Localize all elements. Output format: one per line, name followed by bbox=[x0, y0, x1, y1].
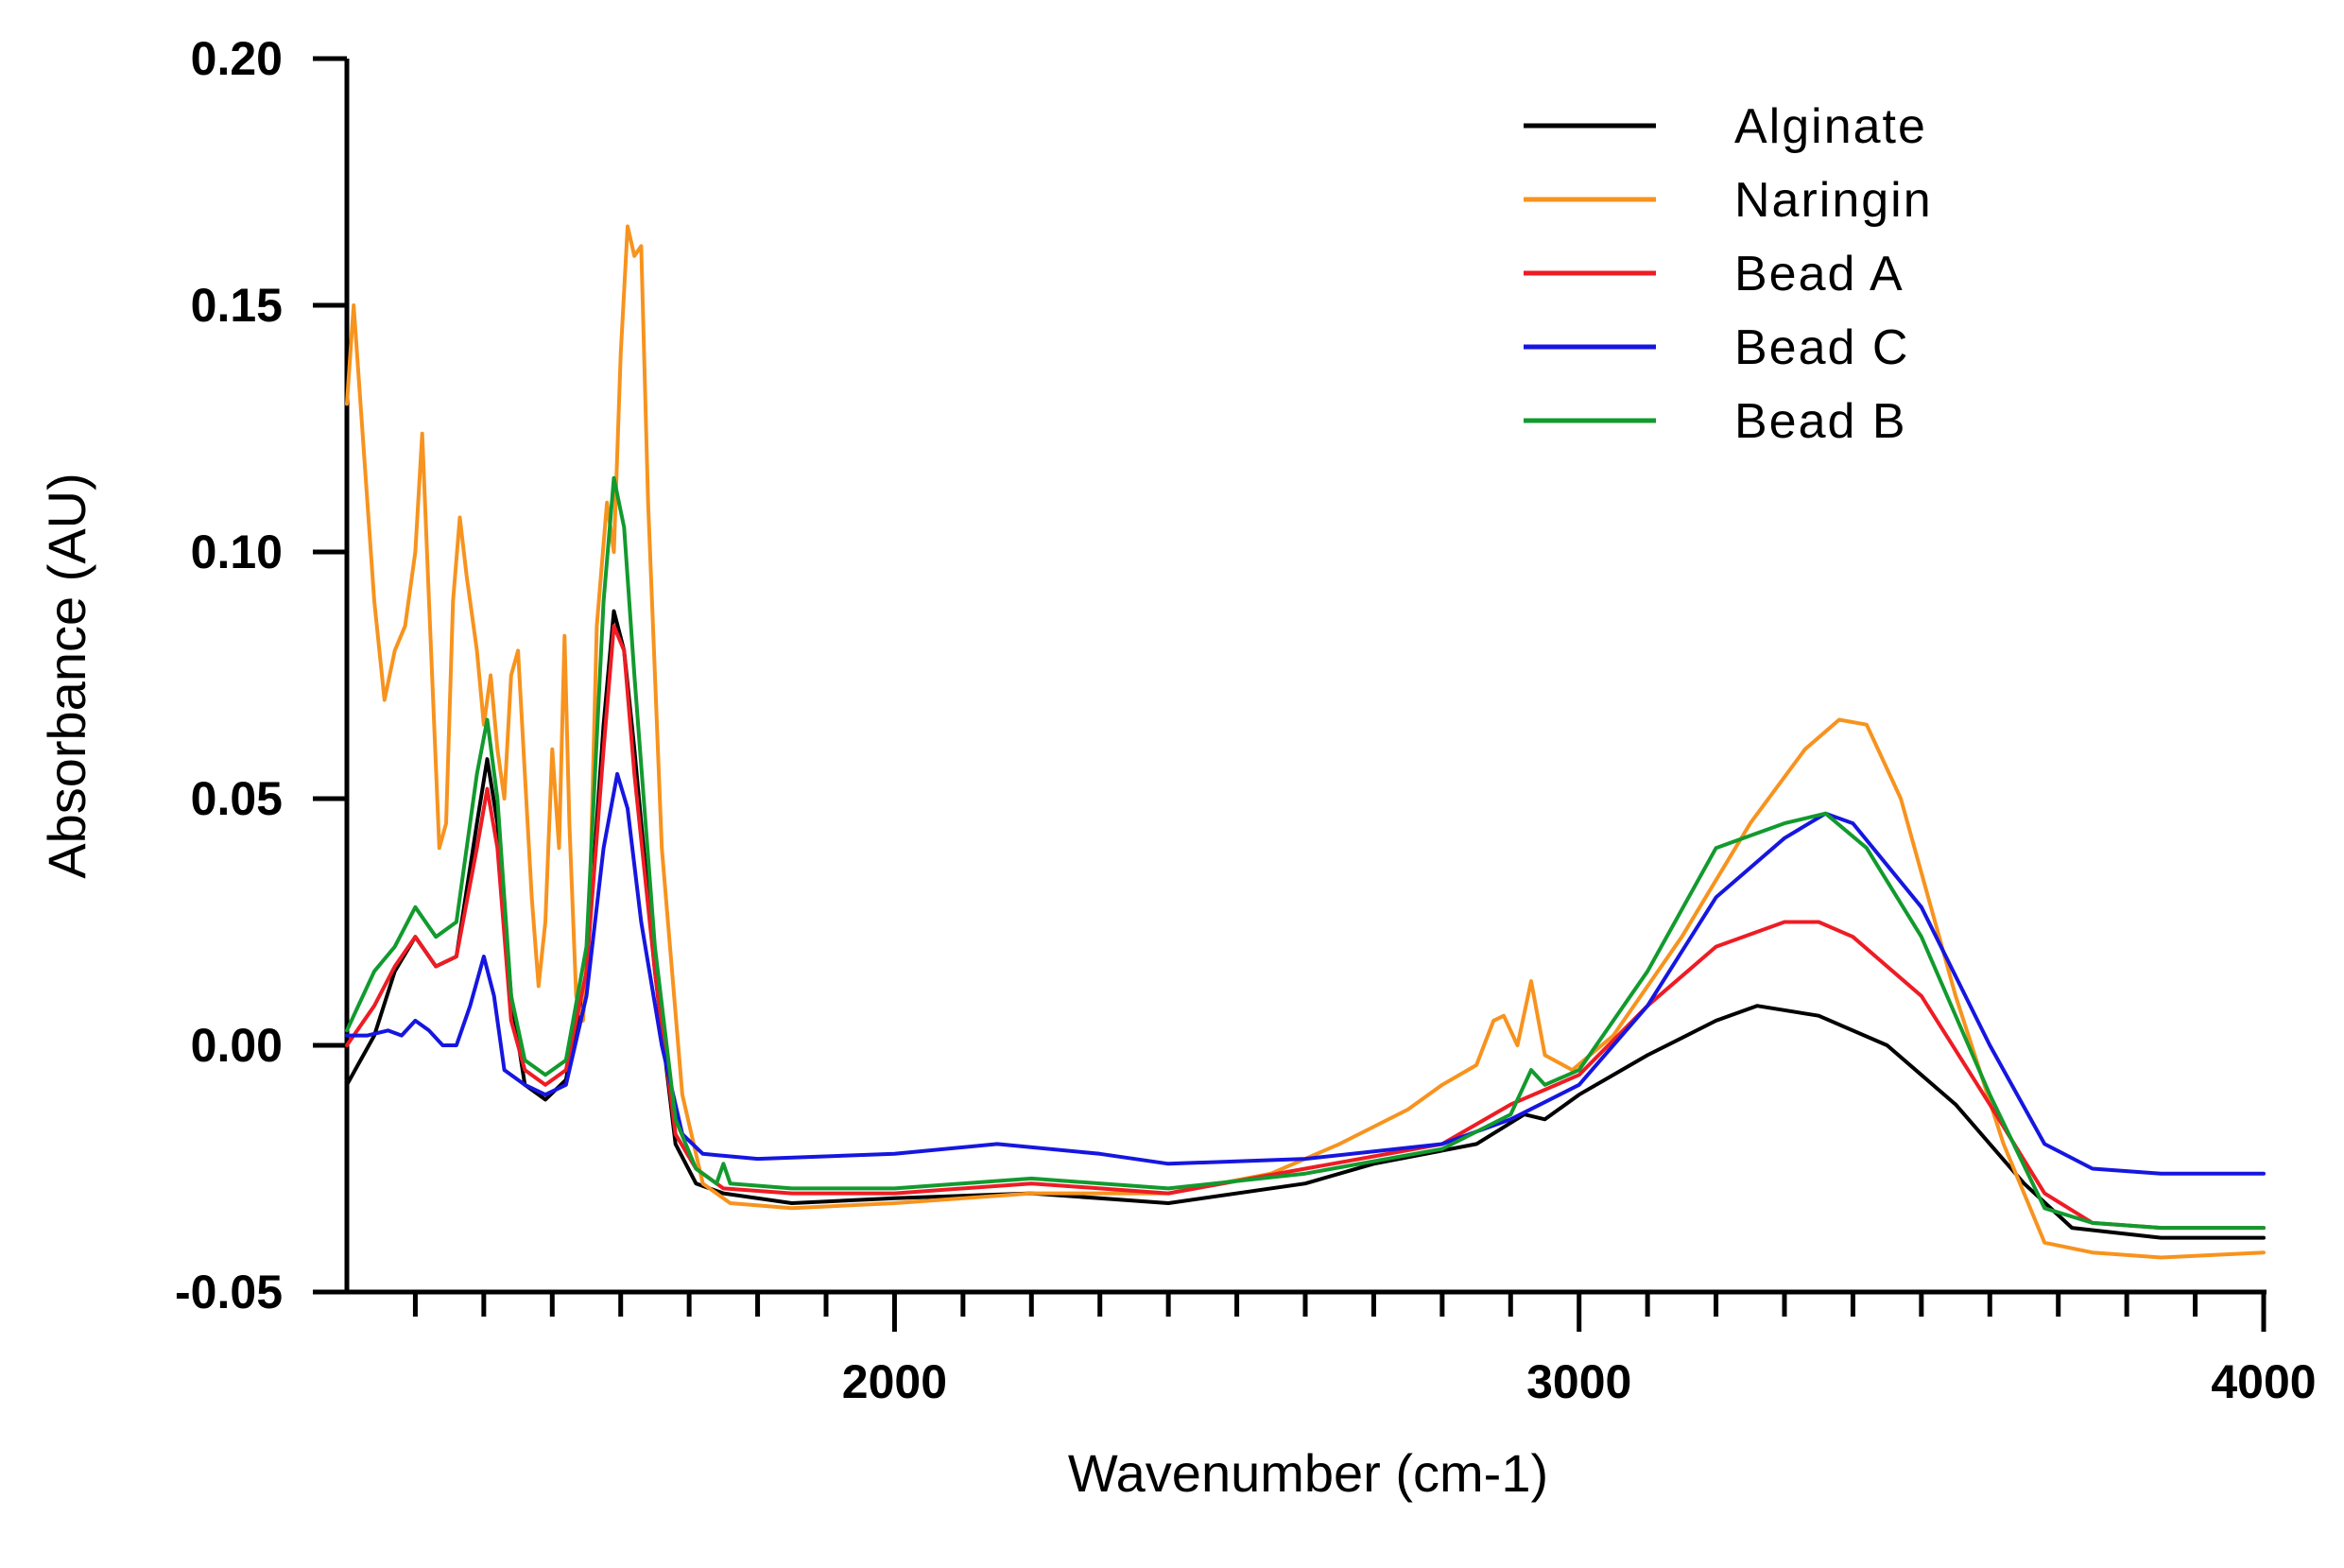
y-tick-label: 0.20 bbox=[191, 32, 283, 85]
series-line-naringin bbox=[345, 224, 2266, 1260]
legend-label-naringin: Naringin bbox=[1734, 173, 1933, 228]
y-tick-label: 0.10 bbox=[191, 526, 283, 578]
x-tick-label: 4000 bbox=[2211, 1355, 2316, 1408]
series-line-bead-c bbox=[345, 771, 2266, 1176]
y-tick-label: 0.15 bbox=[191, 279, 283, 332]
x-ticks: 2000 3000 4000 bbox=[412, 1292, 2317, 1408]
series-group bbox=[345, 224, 2266, 1260]
legend-label-bead-a: Bead A bbox=[1734, 247, 1904, 302]
legend-label-alginate: Alginate bbox=[1734, 99, 1927, 154]
y-tick-label: 0.05 bbox=[191, 772, 283, 825]
x-axis-title: Wavenumber (cm-1) bbox=[1068, 1443, 1548, 1503]
y-ticks: 0.20 0.15 0.10 0.05 0.00 -0.05 bbox=[175, 32, 347, 1318]
x-tick-label: 2000 bbox=[842, 1355, 947, 1408]
legend: Alginate Naringin Bead A Bead C Bead B bbox=[1524, 99, 1933, 449]
y-axis-title: Absorbance (AU) bbox=[37, 473, 96, 879]
series-line-bead-a bbox=[345, 624, 2266, 1231]
y-tick-label: 0.00 bbox=[191, 1019, 283, 1072]
legend-label-bead-c: Bead C bbox=[1734, 320, 1909, 375]
x-tick-label: 3000 bbox=[1526, 1355, 1631, 1408]
series-line-alginate bbox=[345, 609, 2266, 1240]
legend-label-bead-b: Bead B bbox=[1734, 394, 1907, 449]
y-tick-label: -0.05 bbox=[175, 1266, 283, 1318]
series-line-bead-b bbox=[345, 475, 2266, 1231]
